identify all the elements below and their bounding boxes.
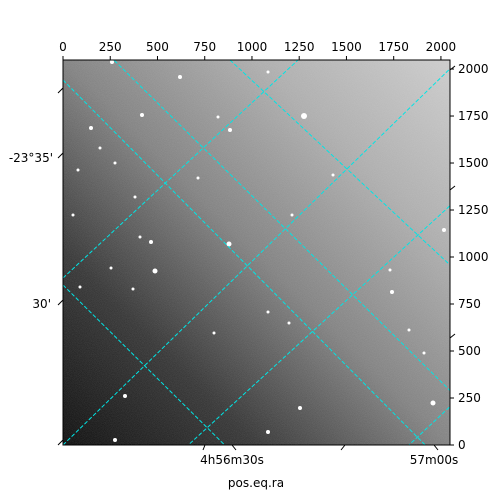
world-tick-0 [57,87,64,94]
stars [71,60,446,442]
x-tick-label-5: 1250 [284,40,315,54]
y-tick-label-7: 1750 [458,109,489,123]
star-28 [422,351,426,355]
dec-tick-label-0: -23°35' [9,151,53,165]
x-axis-top: 0 250 500 750 1000 1250 1500 1750 2000 [59,40,456,60]
world-tick-1 [57,152,64,159]
ra-grid-line-3 [408,405,450,445]
x-tick-label-7: 1750 [378,40,409,54]
x-tick-label-2: 500 [146,40,169,54]
y-tick-label-6: 1500 [458,156,489,170]
world-tick-7 [433,444,439,451]
world-tick-4 [202,444,206,451]
coordinate-grid [63,60,450,445]
star-19 [131,287,135,291]
y-tick-label-8: 2000 [458,62,489,76]
y-axis-right: 0 250 500 750 1000 1250 1500 1750 2000 [450,62,489,452]
star-22 [266,310,270,314]
x-tick-label-1: 250 [99,40,122,54]
world-tick-9 [449,185,456,191]
ra-tick-label-0: 4h56m30s [200,453,264,467]
star-34 [71,213,75,217]
star-9 [76,168,80,172]
star-0 [110,60,114,64]
sky-image [63,60,450,445]
star-31 [266,430,270,434]
star-3 [89,126,93,130]
y-tick-label-0: 0 [458,438,466,452]
star-35 [98,146,102,150]
star-26 [388,268,392,272]
world-tick-5 [231,444,237,451]
star-1 [178,75,182,79]
star-6 [216,115,220,119]
star-13 [331,173,335,177]
x-tick-label-0: 0 [59,40,67,54]
star-15 [226,241,232,247]
plot-frame [62,59,451,446]
x-tick-label-6: 1500 [331,40,362,54]
world-tick-10 [449,333,456,339]
world-ticks [57,65,456,451]
star-16 [149,240,153,244]
ra-grid-line-2 [187,205,450,445]
star-11 [196,176,200,180]
x-tick-label-8: 2000 [426,40,457,54]
star-7 [266,70,270,74]
star-10 [133,195,137,199]
dec-grid-line-2 [113,60,450,392]
world-tick-3 [57,439,64,446]
star-33 [113,438,117,442]
y-tick-label-4: 1000 [458,250,489,264]
y-tick-label-1: 250 [458,391,481,405]
world-tick-8 [449,65,456,71]
ra-grid-line-0 [63,60,299,279]
star-32 [123,394,127,398]
y-tick-label-5: 1250 [458,203,489,217]
y-tick-label-2: 500 [458,344,481,358]
x-tick-label-3: 750 [193,40,216,54]
dec-grid-line-0 [63,79,426,445]
x-axis-label: pos.eq.ra [228,476,284,490]
ra-grid-line-1 [63,68,450,445]
star-2 [140,113,144,117]
star-23 [287,321,291,325]
dec-tick-label-1: 30' [32,297,51,311]
star-8 [113,161,117,165]
y-tick-label-3: 750 [458,297,481,311]
star-29 [430,400,436,406]
star-14 [442,228,446,232]
star-27 [407,328,411,332]
dec-grid-line-1 [63,284,226,445]
world-tick-6 [340,444,346,451]
dec-grid-line-3 [229,60,450,266]
star-4 [228,128,232,132]
ra-tick-label-1: 57m00s [410,453,458,467]
world-tick-2 [57,299,64,306]
star-21 [78,285,82,289]
star-5 [301,113,307,119]
star-12 [290,213,294,217]
star-24 [212,331,216,335]
x-tick-label-4: 1000 [237,40,268,54]
star-18 [152,268,158,274]
star-30 [298,406,302,410]
star-17 [138,235,142,239]
star-25 [390,290,394,294]
star-20 [109,266,113,270]
